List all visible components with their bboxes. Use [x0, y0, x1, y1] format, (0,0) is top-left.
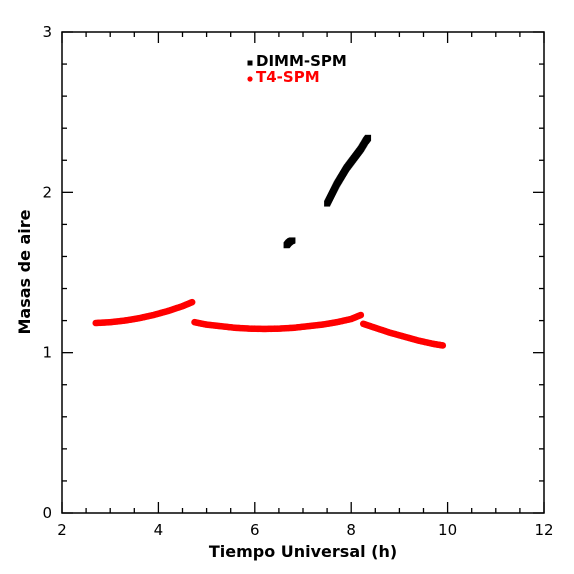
legend-label: T4-SPM [256, 68, 320, 86]
x-tick-label: 12 [534, 521, 553, 539]
data-point [439, 342, 447, 349]
series-t4-spm [92, 298, 447, 349]
plot-frame [61, 31, 545, 514]
y-tick-label: 1 [42, 344, 52, 362]
axis-ticks [61, 31, 545, 514]
x-tick-label: 6 [250, 521, 260, 539]
data-point [188, 298, 196, 306]
y-tick-label: 2 [42, 183, 52, 201]
y-axis-label: Masas de aire [15, 209, 34, 334]
y-tick-label: 0 [42, 504, 52, 522]
x-tick-label: 4 [154, 521, 164, 539]
legend-marker [247, 76, 253, 82]
legend-label: DIMM-SPM [256, 52, 347, 70]
legend-marker [247, 60, 253, 66]
data-point [289, 237, 296, 244]
x-tick-label: 8 [346, 521, 356, 539]
data-point [357, 311, 365, 319]
x-axis-label: Tiempo Universal (h) [209, 542, 397, 561]
y-tick-label: 3 [42, 23, 52, 41]
data-layer [92, 134, 447, 349]
x-tick-label: 10 [438, 521, 457, 539]
series-dimm-spm [283, 134, 372, 249]
data-point [365, 134, 372, 141]
x-tick-label: 2 [57, 521, 67, 539]
